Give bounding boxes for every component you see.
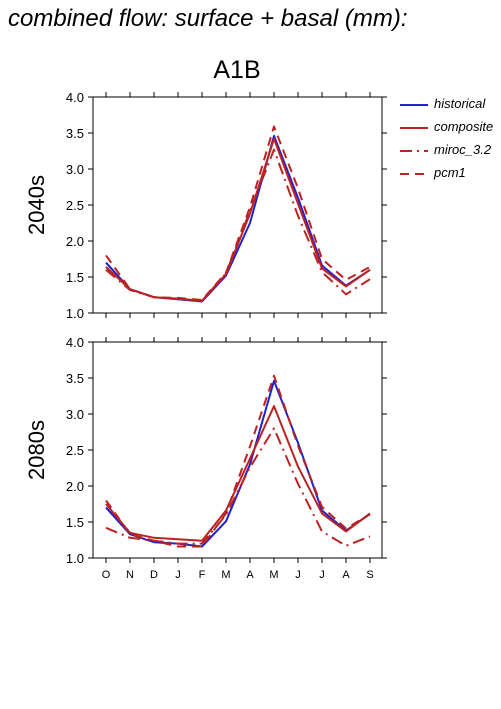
panel-2-xtick-label: D bbox=[150, 569, 158, 581]
panel-1-ytick-label: 1.5 bbox=[66, 270, 84, 285]
panel-1-ytick-label: 2.0 bbox=[66, 234, 84, 249]
legend-label-historical: historical bbox=[434, 96, 486, 111]
panel-2-ytick-label: 2.5 bbox=[66, 443, 84, 458]
panel-2-ytick-label: 3.0 bbox=[66, 407, 84, 422]
panel-2-series-composite bbox=[105, 405, 371, 542]
panel-1-series-composite bbox=[105, 137, 371, 302]
panel-1-ytick-label: 1.0 bbox=[66, 306, 84, 321]
panel-2-xtick-label: J bbox=[175, 569, 181, 581]
legend-label-pcm1: pcm1 bbox=[434, 165, 466, 180]
panel-2-xtick-label: J bbox=[319, 569, 325, 581]
legend-swatch-pcm1 bbox=[400, 173, 428, 175]
legend-item-miroc: miroc_3.2 bbox=[398, 142, 501, 165]
legend-item-pcm1: pcm1 bbox=[398, 165, 501, 188]
panel-1-series-pcm1 bbox=[105, 125, 371, 301]
panel-2-xtick-label: S bbox=[366, 569, 373, 581]
panel-2-xtick-label: F bbox=[199, 569, 206, 581]
panel-2-ytick-label: 1.5 bbox=[66, 515, 84, 530]
panel-1-ytick-label: 3.0 bbox=[66, 162, 84, 177]
panel-2-xtick-label: O bbox=[102, 569, 111, 581]
legend-item-historical: historical bbox=[398, 96, 501, 119]
panel-2-xtick-label: A bbox=[246, 569, 254, 581]
panel-2-xtick-label: N bbox=[126, 569, 134, 581]
legend-swatch-historical bbox=[400, 104, 428, 106]
panel-1-series-miroc-3-2 bbox=[105, 148, 371, 302]
legend-swatch-miroc bbox=[400, 150, 428, 152]
panel-1-series-historical bbox=[105, 134, 371, 303]
legend-label-miroc: miroc_3.2 bbox=[434, 142, 492, 157]
legend: historical composite miroc_3.2 pcm1 bbox=[398, 96, 501, 188]
panel-2-xtick-label: M bbox=[269, 569, 278, 581]
panel-2-series-miroc-3-2 bbox=[105, 427, 371, 547]
panel-2-ylabel: 2080s bbox=[24, 420, 49, 480]
panel-2-ytick-label: 2.0 bbox=[66, 479, 84, 494]
scenario-title: A1B bbox=[213, 56, 261, 84]
panel-2-xtick-label: A bbox=[342, 569, 350, 581]
panel-2-series-pcm1 bbox=[105, 374, 371, 548]
legend-swatch-composite bbox=[400, 127, 428, 129]
panel-1-ylabel: 2040s bbox=[24, 175, 49, 235]
panel-2-ytick-label: 1.0 bbox=[66, 551, 84, 566]
legend-label-composite: composite bbox=[434, 119, 494, 134]
panel-2-xtick-label: M bbox=[221, 569, 230, 581]
legend-item-composite: composite bbox=[398, 119, 501, 142]
panel-2-ytick-label: 4.0 bbox=[66, 335, 84, 350]
panel-1-ytick-label: 4.0 bbox=[66, 90, 84, 105]
panel-2-series-historical bbox=[105, 379, 371, 548]
panel-2-xtick-label: J bbox=[295, 569, 301, 581]
panel-1-ytick-label: 2.5 bbox=[66, 198, 84, 213]
panel-1-ytick-label: 3.5 bbox=[66, 126, 84, 141]
panel-2-ytick-label: 3.5 bbox=[66, 371, 84, 386]
page-title: combined flow: surface + basal (mm): bbox=[8, 5, 408, 32]
